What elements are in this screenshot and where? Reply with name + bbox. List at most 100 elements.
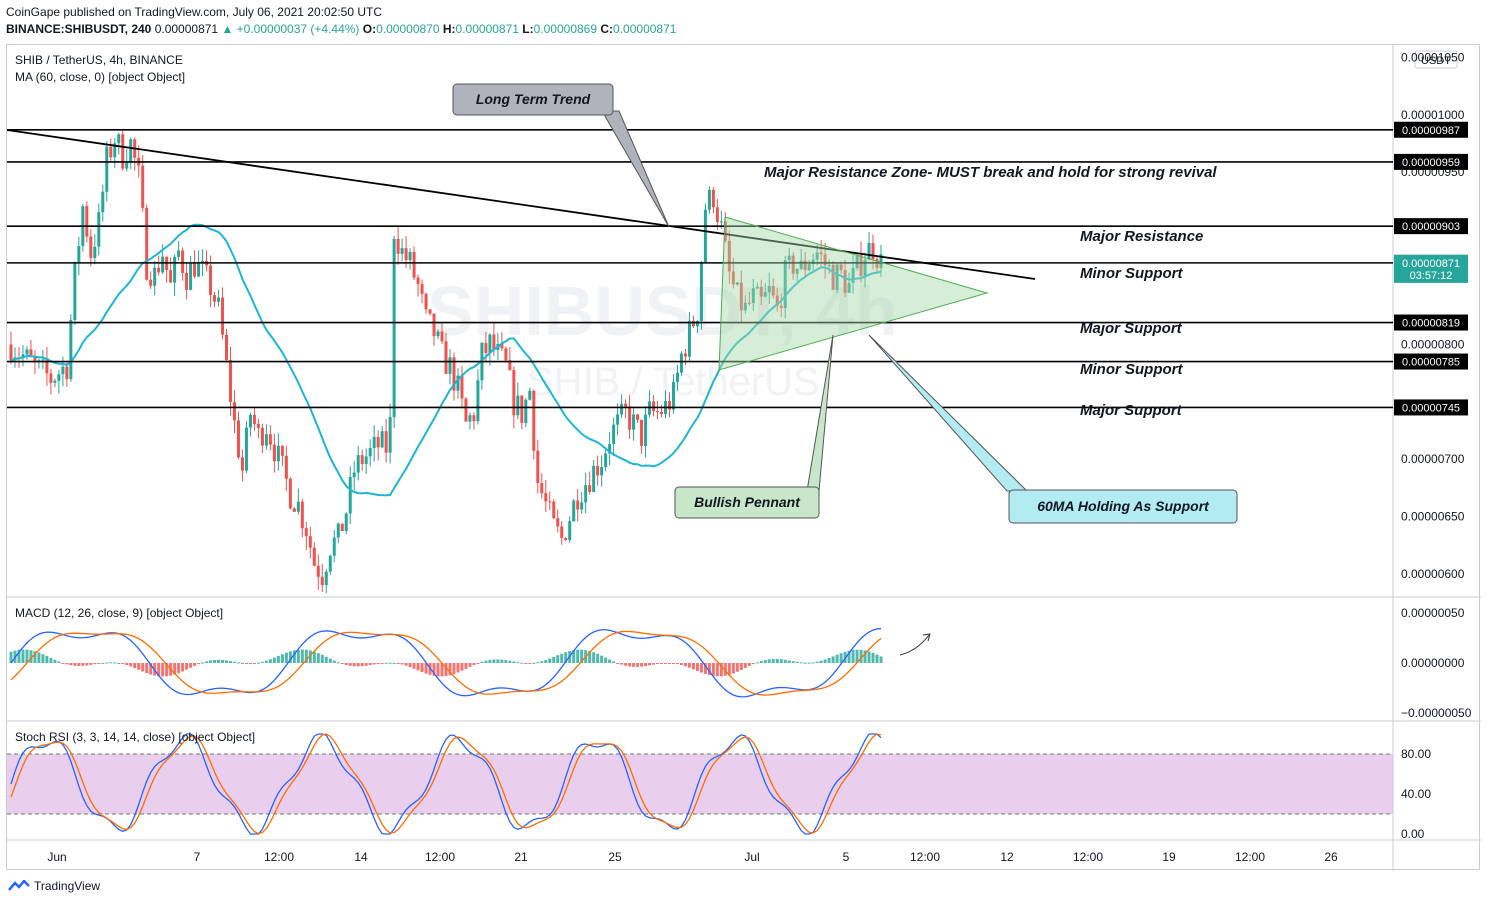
macd-histogram-bar <box>532 662 536 664</box>
macd-histogram-bar <box>691 663 695 670</box>
macd-histogram-bar <box>636 663 640 667</box>
macd-histogram-bar <box>61 663 65 664</box>
candle-body <box>863 259 867 276</box>
macd-histogram-bar <box>228 661 232 663</box>
candle-body <box>372 436 376 449</box>
macd-histogram-bar <box>596 653 600 663</box>
stoch-tick-label: 0.00 <box>1401 827 1425 841</box>
candle-body <box>240 457 244 471</box>
candle-body <box>815 252 819 260</box>
macd-histogram-bar <box>580 649 584 663</box>
candle-body <box>492 334 496 351</box>
price-tick-label: 0.00001000 <box>1401 108 1465 122</box>
candle-body <box>93 246 97 258</box>
current-price-tag <box>1394 254 1468 283</box>
candle-body <box>743 302 747 311</box>
macd-histogram-bar <box>77 663 81 666</box>
macd-histogram-bar <box>448 663 452 676</box>
last-price: 0.00000871 <box>154 22 219 36</box>
macd-histogram-bar <box>831 656 835 663</box>
candle-body <box>644 414 648 446</box>
candle-body <box>588 485 592 492</box>
candle-body <box>484 342 488 354</box>
level-price-label: 0.00000785 <box>1402 357 1460 369</box>
currency-label: USDT <box>1421 55 1451 67</box>
candle-body <box>600 467 604 476</box>
macd-histogram-bar <box>863 650 867 663</box>
macd-histogram-bar <box>835 654 839 663</box>
candle-body <box>867 242 871 260</box>
candle-body <box>871 242 875 260</box>
macd-histogram-bar <box>189 663 193 668</box>
tradingview-footer[interactable]: TradingView <box>8 879 100 893</box>
candle-body <box>456 375 460 391</box>
candle-body <box>671 381 675 410</box>
candle-body <box>572 500 576 522</box>
candle-body <box>779 305 783 309</box>
candle-body <box>552 501 556 519</box>
candle-body <box>859 255 863 276</box>
time-tick-label: 21 <box>514 850 528 864</box>
macd-histogram-bar <box>244 663 248 664</box>
macd-histogram-bar <box>512 661 516 663</box>
callout-long-term-trend <box>452 83 614 116</box>
macd-histogram-bar <box>819 660 823 663</box>
macd-histogram-bar <box>372 663 376 665</box>
candle-body <box>679 353 683 373</box>
candle-body <box>460 375 464 399</box>
chart-frame[interactable]: SHIBUSDT, 4h SHIB / TetherUS USDT 0.0000105… <box>6 44 1481 871</box>
macd-histogram-bar <box>807 662 811 664</box>
candle-body <box>660 411 664 415</box>
candle-body <box>185 272 189 290</box>
macd-histogram-bar <box>41 654 45 663</box>
macd-histogram-bar <box>763 659 767 663</box>
candle-body <box>564 537 568 541</box>
macd-histogram-bar <box>715 663 719 677</box>
macd-histogram-bar <box>272 657 276 663</box>
currency-box[interactable] <box>1414 50 1458 69</box>
macd-histogram-bar <box>336 662 340 664</box>
candle-body <box>608 444 612 454</box>
macd-histogram-bar <box>747 663 751 667</box>
candle-body <box>360 455 364 464</box>
macd-histogram-bar <box>137 663 141 670</box>
macd-histogram-bar <box>133 663 137 669</box>
candle-body <box>540 483 544 494</box>
candle-body <box>225 334 229 361</box>
macd-histogram-bar <box>815 661 819 663</box>
candle-body <box>296 501 300 512</box>
stoch-tick-label: 80.00 <box>1401 747 1431 761</box>
macd-histogram-bar <box>149 663 153 675</box>
macd-histogram-bar <box>592 652 596 663</box>
candle-body <box>368 448 372 457</box>
macd-histogram-bar <box>161 663 165 677</box>
macd-histogram-bar <box>791 661 795 663</box>
candle-body <box>292 508 296 512</box>
macd-histogram-bar <box>276 655 280 663</box>
macd-histogram-bar <box>356 663 360 667</box>
candle-body <box>532 390 536 451</box>
candle-body <box>544 493 548 502</box>
candle-body <box>819 252 823 255</box>
callout-long-term-trend-label: Long Term Trend <box>476 91 591 107</box>
macd-histogram-bar <box>436 663 440 677</box>
time-tick-label: 12:00 <box>1073 850 1103 864</box>
macd-histogram-bar <box>803 662 807 664</box>
candle-body <box>839 264 843 271</box>
macd-histogram-bar <box>723 663 727 676</box>
macd-histogram-bar <box>600 655 604 663</box>
macd-histogram-bar <box>416 663 420 671</box>
macd-histogram-bar <box>97 663 101 664</box>
macd-histogram-bar <box>49 657 53 663</box>
macd-histogram-bar <box>727 663 731 675</box>
macd-histogram-bar <box>376 663 380 664</box>
level-price-label: 0.00000819 <box>1402 318 1460 330</box>
macd-histogram-bar <box>695 663 699 671</box>
candle-body <box>811 259 815 265</box>
candle-body <box>687 320 691 357</box>
candle-body <box>392 239 396 418</box>
candle-body <box>125 162 129 169</box>
macd-histogram-bar <box>711 663 715 676</box>
candle-body <box>759 286 763 297</box>
